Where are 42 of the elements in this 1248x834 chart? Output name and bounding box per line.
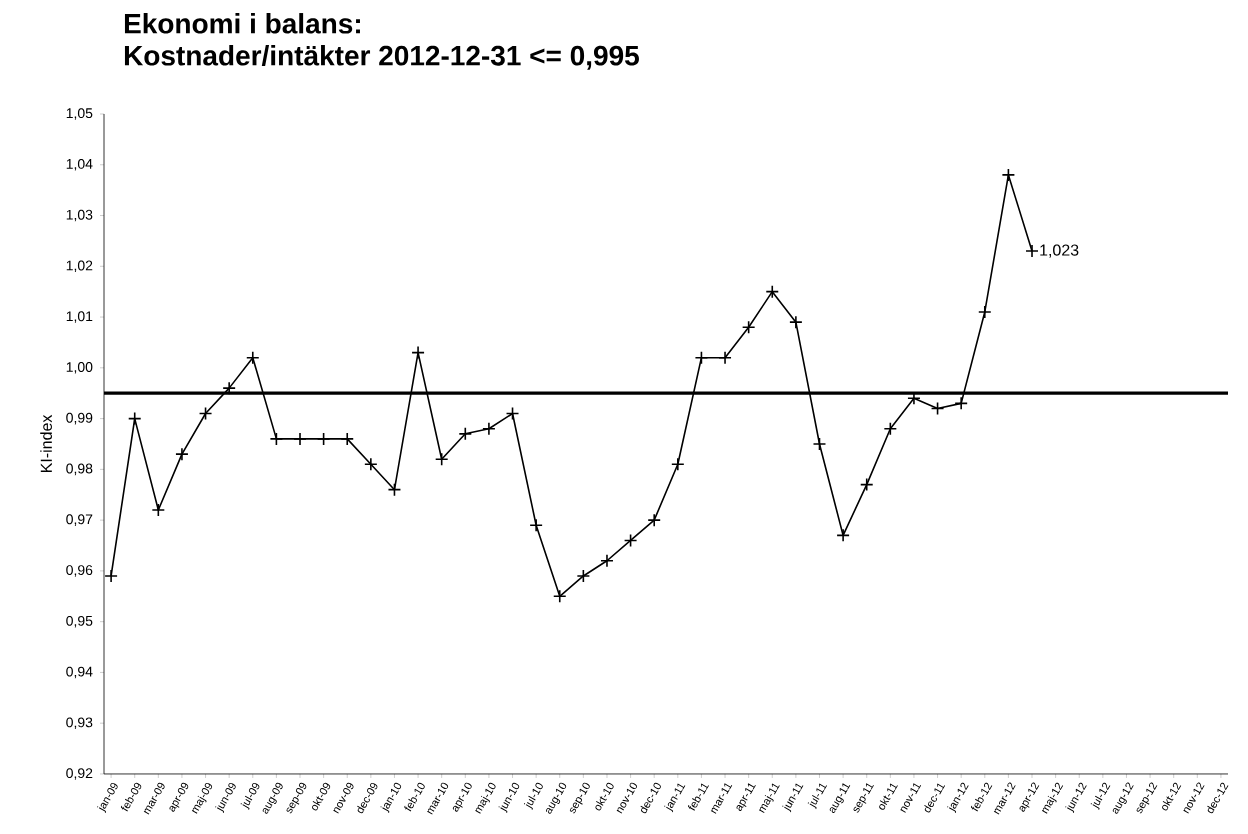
- point: [482, 421, 496, 436]
- point: [364, 457, 378, 472]
- point: [245, 350, 260, 365]
- point: [127, 411, 142, 426]
- point: [269, 432, 284, 446]
- point: [222, 381, 236, 395]
- point: [434, 452, 449, 467]
- point: [600, 553, 614, 568]
- point: [647, 513, 661, 527]
- point: [859, 477, 874, 492]
- point: [505, 406, 520, 421]
- point: [741, 320, 756, 335]
- point: [977, 305, 992, 319]
- y-axis-title: KI-index: [40, 414, 52, 473]
- point: [387, 482, 402, 497]
- point: [411, 345, 425, 360]
- point: [1001, 168, 1016, 182]
- point: [694, 350, 709, 365]
- point: [104, 569, 118, 583]
- point: [458, 427, 473, 441]
- point: [883, 421, 898, 436]
- point: [812, 437, 827, 451]
- point: [765, 284, 780, 299]
- point: [151, 503, 166, 517]
- point: [671, 457, 685, 472]
- annotation: 1,023: [1040, 244, 1079, 258]
- point: [930, 401, 945, 416]
- point: [552, 589, 567, 604]
- point: [576, 569, 591, 583]
- point: [718, 350, 732, 365]
- point: [789, 315, 803, 329]
- point: [316, 432, 331, 446]
- point: [623, 533, 638, 548]
- chart-title: Ekonomi i balans:: [124, 13, 360, 34]
- point: [175, 447, 189, 461]
- point: [529, 518, 543, 533]
- point: [340, 432, 355, 446]
- point: [1025, 244, 1039, 258]
- point: [836, 528, 850, 543]
- point: [198, 406, 213, 421]
- chart-subtitle: Kostnader/intäkter 2012-12-31 <= 0,995: [124, 45, 639, 70]
- point: [954, 396, 968, 411]
